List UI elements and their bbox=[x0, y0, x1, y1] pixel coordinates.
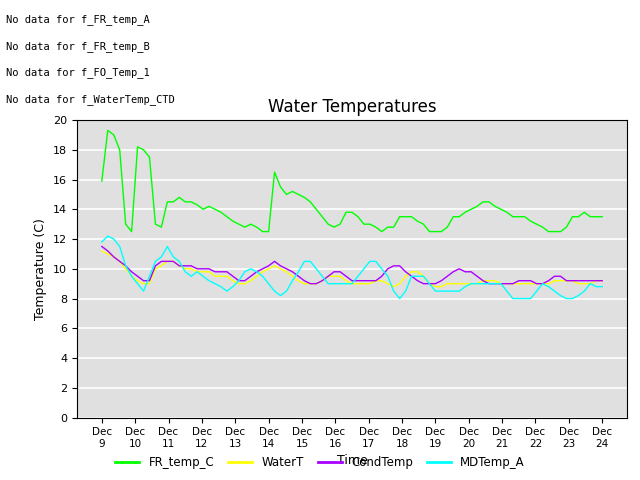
WaterT bbox=[271, 263, 278, 269]
MDTemp_A bbox=[354, 273, 362, 279]
CondTemp bbox=[253, 269, 260, 275]
MDTemp_A bbox=[276, 293, 284, 299]
Title: Water Temperatures: Water Temperatures bbox=[268, 97, 436, 116]
WaterT bbox=[598, 278, 606, 284]
FR_temp_C bbox=[598, 214, 606, 219]
CondTemp bbox=[98, 243, 106, 249]
MDTemp_A bbox=[396, 296, 403, 301]
WaterT bbox=[253, 273, 260, 279]
FR_temp_C bbox=[104, 128, 111, 133]
Line: FR_temp_C: FR_temp_C bbox=[102, 131, 602, 231]
Legend: FR_temp_C, WaterT, CondTemp, MDTemp_A: FR_temp_C, WaterT, CondTemp, MDTemp_A bbox=[111, 452, 529, 474]
FR_temp_C bbox=[580, 209, 588, 215]
CondTemp bbox=[271, 258, 278, 264]
WaterT bbox=[348, 281, 356, 287]
Text: No data for f_FO_Temp_1: No data for f_FO_Temp_1 bbox=[6, 67, 150, 78]
MDTemp_A bbox=[188, 273, 195, 279]
FR_temp_C bbox=[193, 202, 201, 208]
Text: No data for f_WaterTemp_CTD: No data for f_WaterTemp_CTD bbox=[6, 94, 175, 105]
WaterT bbox=[390, 284, 397, 289]
Line: CondTemp: CondTemp bbox=[102, 246, 602, 284]
FR_temp_C bbox=[265, 228, 273, 234]
FR_temp_C bbox=[259, 228, 266, 234]
WaterT bbox=[575, 281, 582, 287]
WaterT bbox=[247, 278, 255, 284]
CondTemp bbox=[181, 263, 189, 269]
FR_temp_C bbox=[128, 228, 136, 234]
FR_temp_C bbox=[98, 178, 106, 184]
MDTemp_A bbox=[598, 284, 606, 289]
MDTemp_A bbox=[259, 273, 266, 279]
FR_temp_C bbox=[283, 192, 291, 197]
Line: WaterT: WaterT bbox=[102, 251, 602, 287]
Y-axis label: Temperature (C): Temperature (C) bbox=[35, 218, 47, 320]
MDTemp_A bbox=[580, 288, 588, 294]
WaterT bbox=[98, 248, 106, 254]
CondTemp bbox=[247, 273, 255, 279]
FR_temp_C bbox=[360, 221, 368, 227]
MDTemp_A bbox=[104, 233, 111, 239]
CondTemp bbox=[575, 278, 582, 284]
CondTemp bbox=[354, 278, 362, 284]
Text: No data for f_FR_temp_B: No data for f_FR_temp_B bbox=[6, 41, 150, 52]
MDTemp_A bbox=[98, 239, 106, 245]
Text: No data for f_FR_temp_A: No data for f_FR_temp_A bbox=[6, 14, 150, 25]
CondTemp bbox=[598, 278, 606, 284]
WaterT bbox=[181, 266, 189, 272]
CondTemp bbox=[307, 281, 314, 287]
X-axis label: Time: Time bbox=[337, 455, 367, 468]
MDTemp_A bbox=[253, 269, 260, 275]
Line: MDTemp_A: MDTemp_A bbox=[102, 236, 602, 299]
